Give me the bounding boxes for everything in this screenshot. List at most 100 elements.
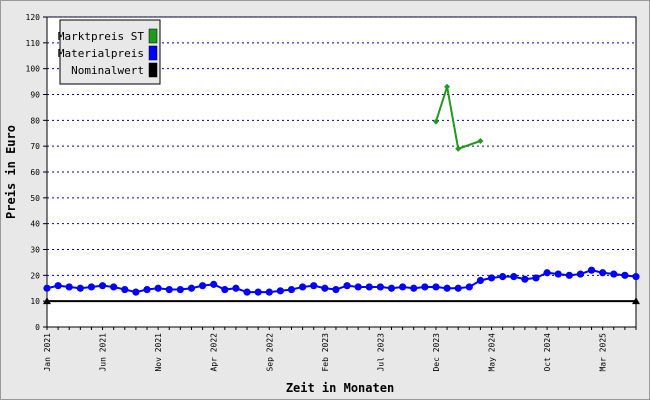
materialpreis-point — [565, 271, 573, 279]
materialpreis-point — [410, 284, 418, 292]
series-marktpreis — [432, 83, 484, 152]
legend-label-materialpreis: Materialpreis — [58, 47, 144, 60]
materialpreis-point — [354, 283, 362, 291]
marktpreis-point — [444, 83, 451, 90]
legend-box — [59, 19, 161, 85]
materialpreis-point — [87, 283, 96, 291]
materialpreis-point — [632, 273, 640, 281]
marktpreis-point — [477, 138, 484, 144]
x-tick-label: Apr 2022 — [210, 333, 219, 372]
materialpreis-point — [532, 274, 540, 282]
materialpreis-point — [476, 276, 485, 285]
materialpreis-point — [287, 285, 296, 294]
materialpreis-point — [54, 282, 62, 290]
materialpreis-point — [154, 284, 162, 292]
materialpreis-point — [143, 285, 151, 294]
materialpreis-point — [243, 288, 251, 296]
nominalwert-point — [632, 297, 640, 305]
materialpreis-point — [487, 274, 496, 282]
x-axis-ticks: Jan 2021 Jun 2021 Nov 2021 Apr 2022 Sep 2022… — [43, 327, 637, 372]
marktpreis-point — [455, 145, 462, 152]
materialpreis-point — [443, 284, 451, 292]
materialpreis-point — [576, 270, 585, 278]
materialpreis-point — [254, 288, 262, 296]
x-tick-label: Mar 2025 — [599, 333, 608, 372]
x-tick-label: May 2024 — [488, 333, 497, 372]
legend-swatch-nominalwert — [148, 62, 158, 78]
materialpreis-point — [610, 270, 618, 278]
materialpreis-point — [276, 287, 284, 295]
materialpreis-point — [332, 285, 340, 294]
materialpreis-point — [43, 284, 51, 292]
y-tick-label-90: 90 — [30, 91, 40, 100]
series-layer — [43, 83, 640, 305]
materialpreis-point — [187, 284, 196, 292]
y-tick-label-110: 110 — [26, 39, 41, 48]
materialpreis-point — [321, 284, 329, 292]
materialpreis-point — [210, 280, 218, 288]
materialpreis-point — [621, 271, 629, 279]
materialpreis-point — [587, 266, 596, 274]
materialpreis-point — [76, 284, 84, 292]
x-tick-label: Feb 2023 — [321, 333, 330, 372]
x-tick-label: Oct 2024 — [543, 333, 552, 372]
y-tick-label-60: 60 — [30, 168, 40, 177]
materialpreis-point — [110, 283, 118, 291]
materialpreis-point — [176, 285, 184, 294]
y-tick-label-20: 20 — [30, 271, 40, 280]
materialpreis-point — [510, 273, 518, 281]
series-materialpreis — [43, 266, 640, 296]
materialpreis-point — [198, 282, 207, 290]
materialpreis-point — [65, 283, 73, 291]
y-tick-label-100: 100 — [26, 65, 41, 74]
y-axis-title: Preis in Euro — [4, 125, 18, 219]
materialpreis-point — [232, 284, 240, 292]
legend-swatch-marktpreis — [148, 28, 158, 44]
materialpreis-point — [221, 285, 229, 294]
materialpreis-point — [499, 273, 507, 281]
y-tick-label-30: 30 — [30, 246, 40, 255]
materialpreis-point — [98, 282, 107, 290]
marktpreis-line — [435, 86, 481, 151]
series-nominalwert — [43, 297, 640, 305]
legend: Marktpreis ST Materialpreis Nominalwert — [58, 19, 161, 85]
materialpreis-point — [299, 283, 307, 291]
y-tick-label-70: 70 — [30, 142, 40, 151]
x-tick-label: Jul 2023 — [376, 333, 385, 372]
y-tick-label-40: 40 — [30, 220, 40, 229]
materialpreis-point — [343, 282, 351, 290]
materialpreis-point — [365, 283, 373, 291]
y-tick-label-10: 10 — [30, 297, 40, 306]
x-tick-label: Jan 2021 — [43, 333, 52, 372]
nominalwert-point — [43, 297, 51, 305]
x-tick-label: Nov 2021 — [154, 333, 163, 372]
materialpreis-point — [554, 270, 562, 278]
materialpreis-point — [132, 288, 140, 296]
y-tick-label-120: 120 — [26, 13, 41, 22]
materialpreis-point — [521, 275, 529, 283]
marktpreis-point — [432, 118, 439, 125]
materialpreis-point — [421, 283, 429, 291]
x-tick-label: Sep 2022 — [265, 333, 274, 372]
materialpreis-point — [543, 269, 551, 277]
x-tick-label: Jun 2021 — [99, 333, 108, 372]
y-tick-label-50: 50 — [30, 194, 40, 203]
materialpreis-point — [121, 285, 129, 294]
materialpreis-point — [387, 284, 396, 292]
legend-swatch-materialpreis — [148, 45, 158, 61]
materialpreis-point — [310, 282, 318, 290]
y-tick-label-80: 80 — [30, 116, 40, 125]
x-tick-label: Dec 2023 — [432, 333, 441, 372]
x-axis-title: Zeit in Monaten — [286, 381, 394, 395]
materialpreis-point — [599, 269, 607, 277]
materialpreis-point — [399, 283, 407, 291]
materialpreis-point — [265, 288, 273, 296]
legend-label-nominalwert: Nominalwert — [71, 64, 144, 77]
y-tick-label-0: 0 — [35, 323, 40, 332]
materialpreis-point — [465, 283, 473, 291]
materialpreis-point — [376, 283, 384, 291]
materialpreis-point — [454, 284, 462, 292]
y-axis-ticks: 0 10 20 30 40 50 60 70 80 90 100 110 120 — [26, 13, 47, 332]
materialpreis-point — [432, 283, 440, 291]
